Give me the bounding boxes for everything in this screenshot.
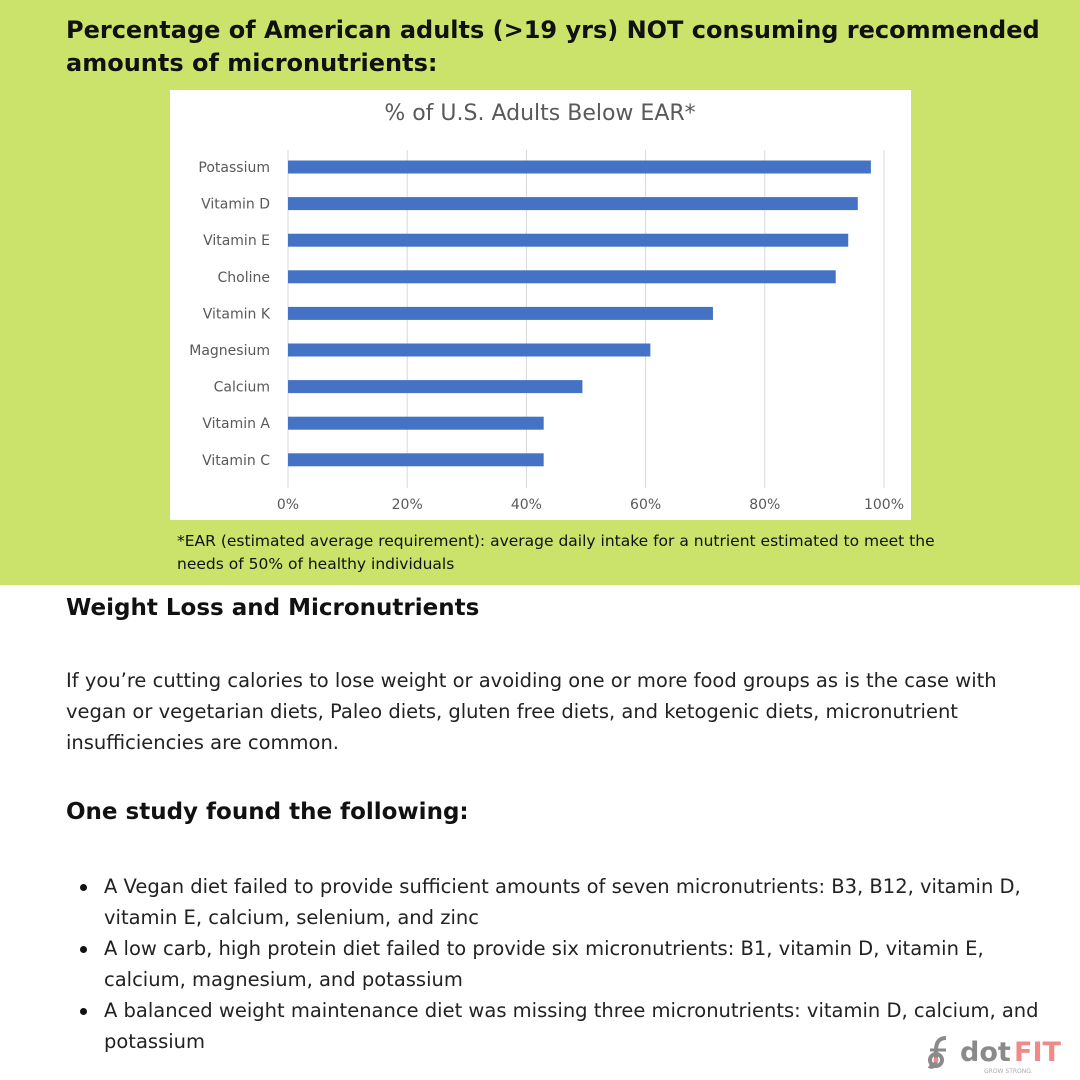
bar-vitamin-e: [288, 233, 849, 247]
bar-calcium: [288, 380, 583, 394]
dotfit-logo: dot FIT GROW STRONG.: [927, 1036, 1061, 1075]
y-category-label: Vitamin E: [203, 233, 270, 249]
green-banner: Percentage of American adults (>19 yrs) …: [0, 0, 1080, 585]
section-heading-study: One study found the following:: [66, 799, 469, 825]
dotfit-logo-mark-icon: [927, 1036, 947, 1069]
x-tick-label: 60%: [630, 497, 661, 513]
section-heading-weight-loss: Weight Loss and Micronutrients: [66, 595, 480, 621]
y-category-label: Vitamin C: [202, 453, 270, 469]
x-tick-label: 0%: [277, 497, 299, 513]
y-category-label: Vitamin K: [203, 306, 271, 322]
bar-potassium: [288, 160, 871, 174]
list-item: A balanced weight maintenance diet was m…: [80, 995, 1044, 1057]
chart-title: % of U.S. Adults Below EAR*: [384, 101, 695, 126]
bar-choline: [288, 270, 836, 284]
y-category-label: Vitamin A: [202, 416, 270, 432]
bar-magnesium: [288, 343, 651, 357]
y-category-label: Calcium: [214, 380, 270, 396]
bar-vitamin-k: [288, 306, 713, 320]
x-tick-label: 80%: [749, 497, 780, 513]
bar-vitamin-c: [288, 453, 544, 467]
x-tick-label: 100%: [864, 497, 904, 513]
headline: Percentage of American adults (>19 yrs) …: [66, 16, 1040, 77]
svg-text:dot: dot: [960, 1037, 1011, 1068]
bar-chart: % of U.S. Adults Below EAR* 0% 20% 40% 60% 80…: [189, 101, 904, 513]
bar-vitamin-a: [288, 416, 544, 430]
weight-loss-paragraph: If you’re cutting calories to lose weigh…: [66, 669, 997, 754]
y-category-label: Vitamin D: [201, 197, 270, 213]
x-tick-label: 40%: [511, 497, 542, 513]
bar-vitamin-d: [288, 197, 858, 211]
ear-footnote: *EAR (estimated average requirement): av…: [177, 532, 935, 573]
y-category-label: Choline: [218, 270, 270, 286]
study-findings-list: A Vegan diet failed to provide sufficien…: [80, 871, 1044, 1057]
x-tick-label: 20%: [392, 497, 423, 513]
y-category-label: Potassium: [198, 160, 270, 176]
chart-container: % of U.S. Adults Below EAR* 0% 20% 40% 60% 80…: [170, 90, 911, 520]
list-item: A Vegan diet failed to provide sufficien…: [80, 871, 1044, 933]
y-category-label: Magnesium: [189, 343, 270, 359]
svg-text:GROW STRONG.: GROW STRONG.: [984, 1068, 1033, 1075]
svg-text:FIT: FIT: [1014, 1037, 1061, 1068]
list-item: A low carb, high protein diet failed to …: [80, 933, 1044, 995]
